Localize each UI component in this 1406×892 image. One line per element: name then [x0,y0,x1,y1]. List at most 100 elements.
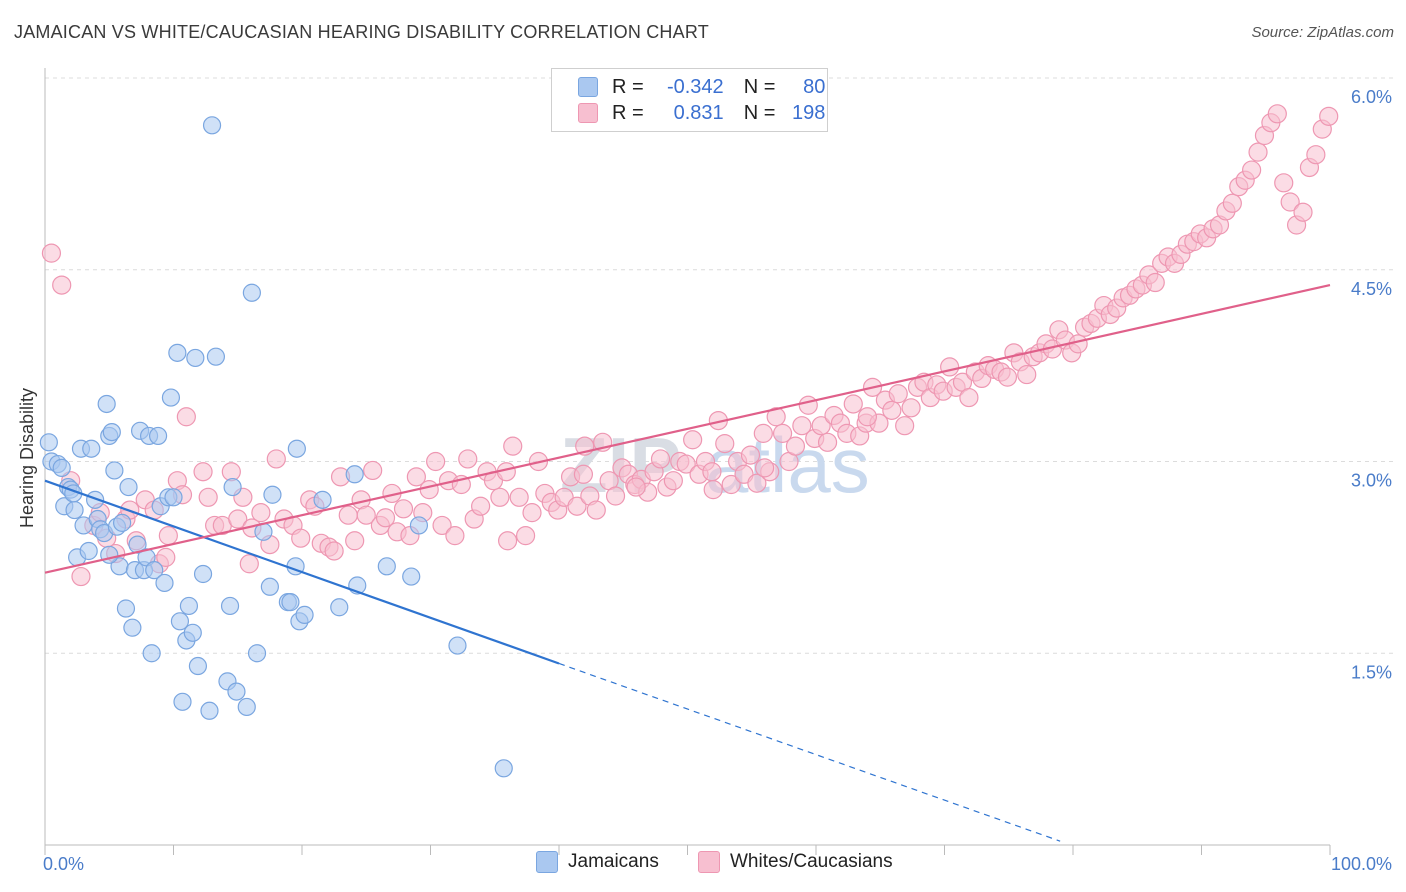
legend-r-value: -0.342 [666,75,724,98]
legend-item-jamaicans[interactable]: Jamaicans [536,851,659,873]
data-point [52,458,71,477]
data-point [1280,192,1300,212]
data-point [105,461,124,480]
data-point [573,464,594,484]
legend-row-jamaicans: R = -0.342 N = 80 [578,74,825,100]
data-point [567,496,587,516]
data-point [148,426,168,446]
data-point [200,701,219,720]
legend-row-whites: R = 0.831 N = 198 [578,100,825,126]
data-point [1145,272,1165,293]
y-axis-label: Hearing Disability [17,388,37,528]
data-point [419,480,439,500]
legend-n-value: 198 [792,101,826,124]
trend-lines [44,284,1331,842]
data-point [223,477,242,497]
data-point [220,596,240,616]
data-point [338,505,358,525]
correlation-legend: R = -0.342 N = 80 R = 0.831 N = 198 [551,68,828,132]
data-point [281,593,300,612]
data-point [158,526,178,546]
data-point [228,509,248,529]
data-point [266,449,286,469]
data-point [161,388,181,407]
data-point [498,531,518,551]
legend-n-label: N = [743,101,776,124]
data-point [287,439,306,458]
data-point [402,567,421,586]
data-point [432,515,452,536]
data-point [471,496,491,516]
y-tick-label: 6.0% [1351,87,1392,107]
data-point [52,275,72,295]
data-point [650,449,671,469]
data-point [179,596,199,616]
data-point [102,422,121,442]
legend-swatch-jamaicans [536,851,558,873]
data-point [291,528,311,548]
data-point [239,554,259,574]
data-point [740,445,761,465]
legend-item-whites[interactable]: Whites/Caucasians [698,851,893,873]
data-point [377,557,396,576]
data-point [156,547,176,567]
y-tick-label: 1.5% [1351,662,1392,682]
data-point [857,407,878,427]
data-point [721,474,741,495]
data-point [183,623,202,642]
data-point [754,458,775,478]
data-point [330,598,349,617]
series-jamaicans [39,116,513,778]
legend-label-jamaicans: Jamaicans [568,851,659,872]
data-point [198,487,218,507]
data-point [202,116,222,135]
legend-r-value: 0.831 [673,101,724,124]
data-point [82,439,101,458]
data-point [170,612,190,631]
data-point [772,423,793,443]
data-point [490,487,510,507]
trend-line-whites [44,284,1331,574]
data-point [176,407,196,427]
data-point [324,541,344,561]
data-point [206,347,226,366]
data-point [142,644,161,663]
legend-swatch-whites [578,103,598,123]
data-point [785,436,806,456]
legend-label-whites: Whites/Caucasians [730,851,893,872]
data-point [676,454,696,474]
data-point [345,465,364,484]
data-point [1267,104,1287,124]
data-point [448,636,467,655]
data-point [426,451,446,472]
data-point [753,423,773,443]
data-point [363,460,383,481]
data-point [221,462,241,482]
data-point [409,516,429,535]
data-point [843,394,863,414]
data-point [747,473,767,493]
data-point [193,564,213,584]
legend-n-value: 80 [803,75,826,98]
data-point [263,485,282,504]
data-point [41,243,62,263]
tick-labels: 1.5% 3.0% 4.5% 6.0% 0.0% 100.0% [43,87,1392,874]
data-point [1306,145,1326,165]
data-point [71,566,91,587]
data-point [882,400,902,420]
data-point [515,526,536,546]
data-point [97,394,116,414]
legend-swatch-jamaicans [578,77,598,97]
data-point [237,697,256,717]
data-point [605,486,626,506]
series-legend: Jamaicans Whites/Caucasians [0,851,1406,879]
data-point [901,398,921,418]
data-point [65,500,84,520]
data-point [522,503,542,523]
legend-swatch-whites [698,851,720,873]
data-point [119,477,138,497]
data-point [116,599,136,618]
data-point [79,541,98,561]
data-point [145,561,164,580]
